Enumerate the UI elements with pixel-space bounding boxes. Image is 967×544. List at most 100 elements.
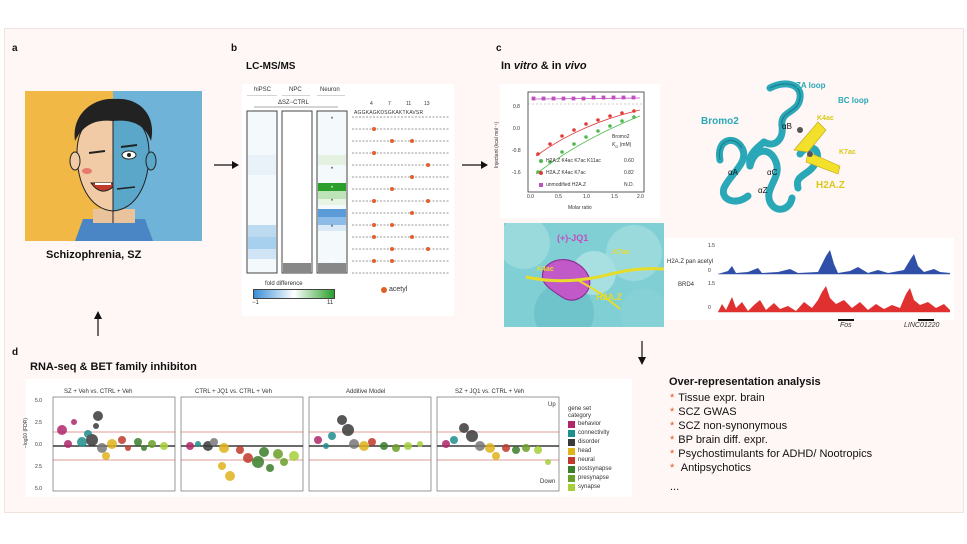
ora-ellipsis: ... bbox=[670, 481, 680, 493]
ora-item: * SCZ non-synonymous bbox=[670, 420, 788, 432]
itc-legend-kd-1: 0.60 bbox=[624, 158, 634, 164]
itc-ytick-1: 0.8 bbox=[513, 104, 520, 110]
position-7: 7 bbox=[388, 101, 391, 107]
svg-text:*: * bbox=[331, 225, 334, 231]
label-alpha-z: αZ bbox=[758, 186, 768, 195]
itc-legend-marker-1 bbox=[539, 159, 543, 163]
panel-label-d: d bbox=[12, 347, 19, 358]
itc-legend-kd-3: N.D. bbox=[624, 182, 634, 188]
legend-swatch-disorder bbox=[568, 439, 575, 446]
ora-item: * Psychostimulants for ADHD/ Nootropics bbox=[670, 448, 873, 460]
panel-label-c: c bbox=[496, 43, 502, 54]
svg-text:*: * bbox=[331, 199, 334, 205]
itc-xtick-5: 2.0 bbox=[637, 194, 644, 200]
acetyl-marker-icon bbox=[381, 287, 387, 293]
legend-label-disorder: disorder bbox=[578, 439, 600, 445]
itc-ytick-4: -1.6 bbox=[512, 170, 521, 176]
label-h2az-structure: H2A.Z bbox=[816, 180, 845, 191]
label-up: Up bbox=[548, 402, 556, 408]
peptide-sequence: AGGKAGKDSGKAKTKAVSR bbox=[354, 110, 424, 116]
itc-xtick-2: 0.5 bbox=[555, 194, 562, 200]
ora-item: * Tissue expr. brain bbox=[670, 392, 765, 404]
label-k7ac: K7ac bbox=[839, 149, 856, 156]
track2-max: 1.5 bbox=[708, 281, 715, 287]
ora-item: * BP brain diff. expr. bbox=[670, 434, 768, 446]
genome-tracks bbox=[718, 250, 950, 313]
ora-title: Over-representation analysis bbox=[669, 376, 821, 388]
panel-label-b: b bbox=[231, 43, 238, 54]
ora-list: * Tissue expr. brain * SCZ GWAS * SCZ non-s… bbox=[670, 391, 872, 475]
panel-d-ylabel: −log10 (FDR) bbox=[23, 417, 29, 449]
itc-xtick-3: 1.0 bbox=[583, 194, 590, 200]
label-alpha-c: αC bbox=[767, 168, 778, 177]
itc-legend-entry-3: unmodified H2A.Z bbox=[546, 182, 587, 188]
legend-swatch-head bbox=[568, 448, 575, 455]
itc-plot-background bbox=[500, 84, 660, 218]
arrow-b-to-c bbox=[462, 161, 488, 169]
ora-item: * SCZ GWAS bbox=[670, 406, 737, 418]
itc-xtick-4: 1.5 bbox=[611, 194, 618, 200]
itc-legend-header: Bromo2 bbox=[612, 134, 630, 140]
acetyl-legend-label: acetyl bbox=[389, 286, 408, 293]
d-ytick-1: 5.0 bbox=[35, 398, 42, 404]
legend-label-connectivity: connectivity bbox=[578, 430, 610, 436]
d-ytick-4: 2.5 bbox=[35, 464, 42, 470]
itc-xtick-1: 0.0 bbox=[527, 194, 534, 200]
legend-swatch-presynapse bbox=[568, 475, 575, 482]
colorbar bbox=[253, 289, 335, 299]
arrow-d-to-a bbox=[94, 311, 102, 336]
track1-max: 1.5 bbox=[708, 243, 715, 249]
label-down: Down bbox=[540, 479, 556, 485]
arrow-a-to-b bbox=[214, 161, 239, 169]
gene-bar-linc bbox=[918, 319, 934, 321]
colorbar-max: 11 bbox=[327, 300, 334, 306]
facet-title-4: SZ + JQ1 vs. CTRL + Veh bbox=[455, 389, 525, 395]
panel-b-title: LC-MS/MS bbox=[246, 61, 296, 72]
track-label-h2az: H2A.Z pan acetyl bbox=[667, 259, 714, 265]
legend-swatch-postsynapse bbox=[568, 466, 575, 473]
legend-title-2: category bbox=[568, 413, 592, 419]
gene-bar-fos bbox=[838, 319, 854, 321]
legend-label-synapse: synapse bbox=[578, 484, 601, 490]
legend-title-1: gene set bbox=[568, 406, 592, 412]
comparison-label: ΔSZ−CTRL bbox=[278, 100, 309, 106]
itc-legend-marker-3 bbox=[539, 183, 543, 187]
bromodomain-structure bbox=[715, 80, 841, 213]
itc-legend-entry-1: H2A.Z K4ac K7ac K11ac bbox=[546, 158, 601, 164]
facet-title-1: SZ + Veh vs. CTRL + Veh bbox=[64, 389, 133, 395]
itc-legend-kd: KD (mM) bbox=[612, 142, 632, 149]
svg-text:*: * bbox=[331, 186, 334, 192]
legend-label-postsynapse: postsynapse bbox=[578, 466, 612, 472]
label-k4ac-surface: K4ac bbox=[537, 266, 554, 273]
panel-d-title: RNA-seq & BET family inhibiton bbox=[30, 361, 197, 373]
facet-title-2: CTRL + JQ1 vs. CTRL + Veh bbox=[195, 389, 272, 395]
track2-min: 0 bbox=[708, 305, 711, 311]
label-alpha-b: αB bbox=[782, 122, 792, 131]
track1-min: 0 bbox=[708, 268, 711, 274]
panel-label-a: a bbox=[12, 43, 18, 54]
schizophrenia-face-illustration bbox=[25, 91, 202, 241]
itc-legend-entry-2: H2A.Z K4ac K7ac bbox=[546, 170, 586, 176]
itc-xlabel: Molar ratio bbox=[568, 205, 592, 211]
legend-swatch-neural bbox=[568, 457, 575, 464]
legend-swatch-behavior bbox=[568, 421, 575, 428]
label-k4ac: K4ac bbox=[817, 115, 834, 122]
bubble-plot bbox=[52, 396, 560, 492]
position-4: 4 bbox=[370, 101, 373, 107]
ptm-heatmap: * * * * * bbox=[246, 95, 450, 274]
colorbar-min: −1 bbox=[252, 300, 259, 306]
gene-label-linc: LINC01220 bbox=[904, 322, 940, 329]
itc-legend-marker-2 bbox=[539, 171, 543, 175]
ora-item: * Antipsychotics bbox=[670, 462, 752, 474]
surface-view bbox=[504, 223, 664, 327]
nd-label-neuron: ND bbox=[327, 258, 335, 264]
gene-label-fos: Fos bbox=[840, 322, 852, 329]
arrow-c-to-ora bbox=[638, 341, 646, 365]
itc-ytick-2: 0.0 bbox=[513, 126, 520, 132]
panel-c-title: In vitro & in vivo bbox=[501, 60, 587, 72]
label-bc-loop: BC loop bbox=[838, 96, 869, 105]
legend-label-behavior: behavior bbox=[578, 421, 602, 427]
itc-plot bbox=[527, 91, 645, 193]
legend-label-head: head bbox=[578, 448, 592, 454]
label-k7ac-surface: K7ac bbox=[613, 249, 630, 256]
